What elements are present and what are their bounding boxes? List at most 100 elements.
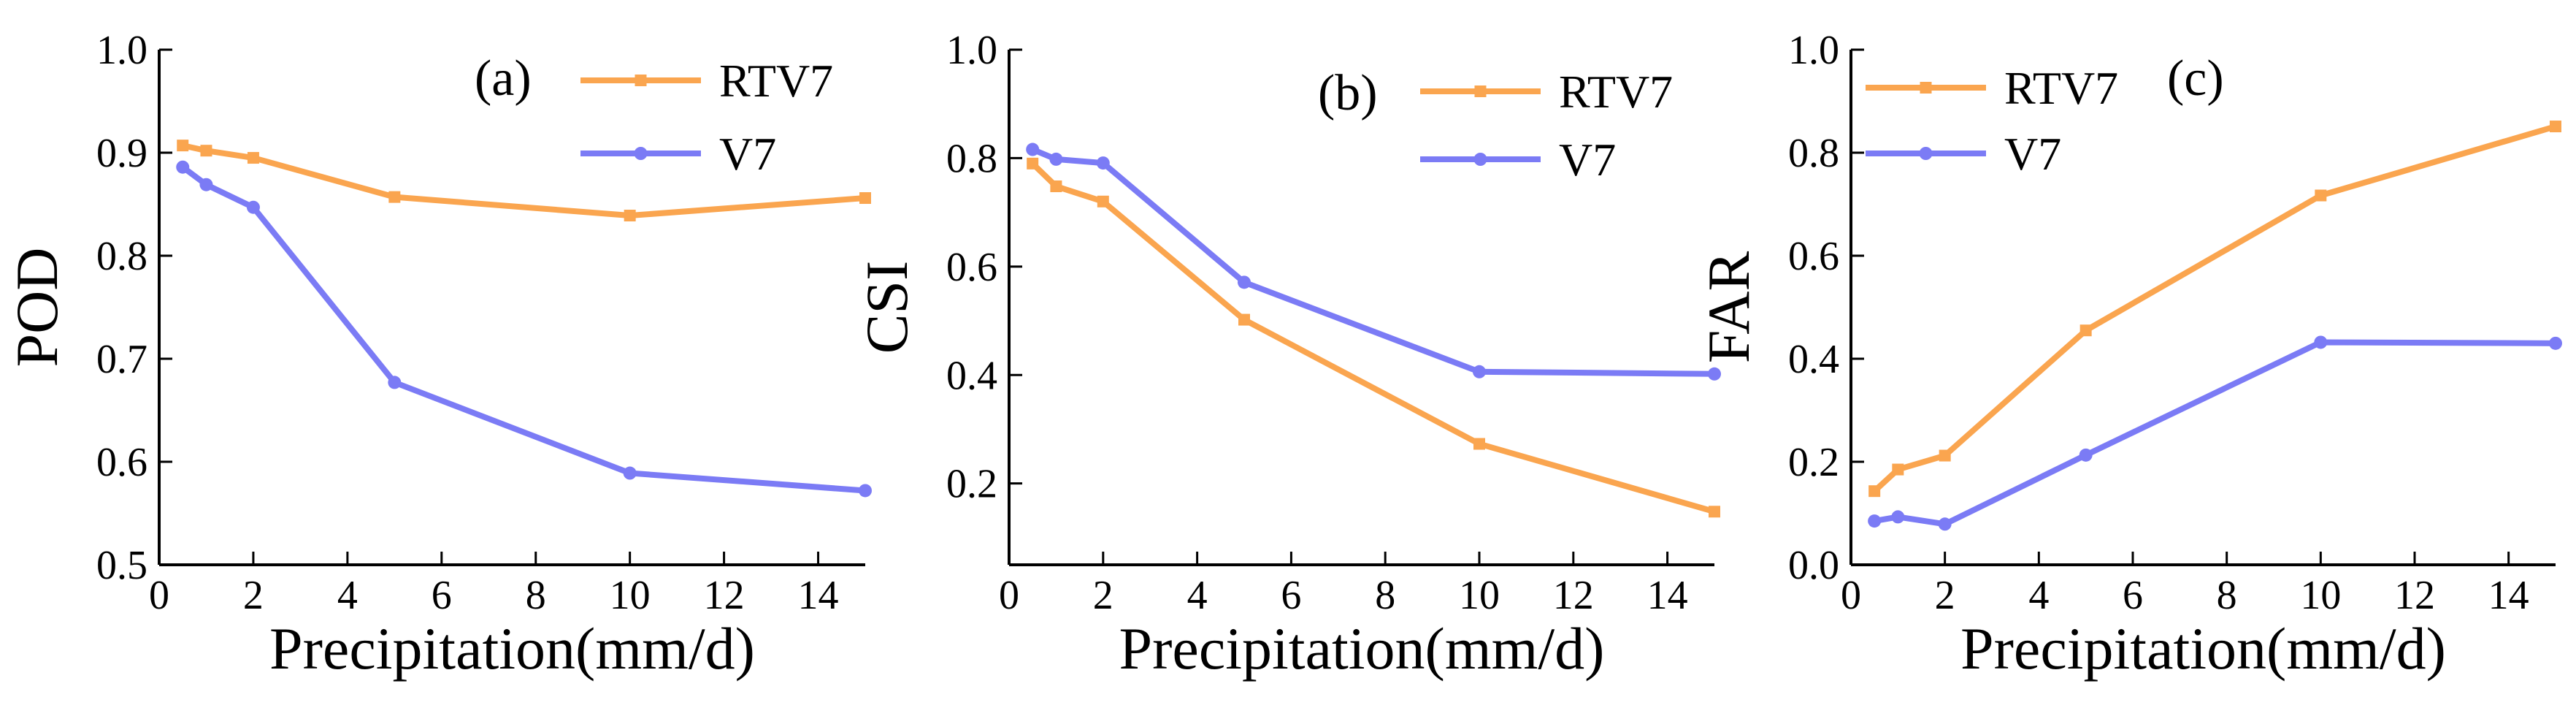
legend-marker-rtv7: [1920, 82, 1932, 94]
x-tick-label: 8: [2217, 573, 2237, 618]
y-axis-title: POD: [4, 247, 70, 367]
x-axis-title: Precipitation(mm/d): [1119, 615, 1605, 682]
legend-label-v7: V7: [2004, 128, 2061, 180]
data-point-v7: [859, 484, 872, 498]
y-tick-label: 0.9: [96, 131, 147, 176]
panel-b: 0 2 4 6 8 10 12 14 0.2 0.4 0.6 0.8 1.0 Precipitation(…: [854, 28, 1721, 682]
x-tick-label: 0: [999, 573, 1019, 618]
y-tick-label: 1.0: [946, 28, 997, 73]
x-tick-label: 8: [526, 573, 546, 618]
data-point-rtv7: [177, 140, 189, 152]
y-tick-label: 0.6: [96, 440, 147, 485]
x-tick-label: 8: [1375, 573, 1395, 618]
y-tick-label: 0.8: [1788, 131, 1839, 176]
data-point-v7: [1096, 156, 1110, 170]
legend-label-v7: V7: [719, 128, 776, 180]
y-axis-title: FAR: [1695, 251, 1762, 363]
data-point-rtv7: [247, 152, 259, 164]
data-point-v7: [1868, 514, 1882, 528]
x-tick-label: 10: [2300, 573, 2341, 618]
data-point-v7: [199, 178, 213, 191]
x-tick-label: 2: [1935, 573, 1955, 618]
panel-label: (b): [1318, 65, 1378, 121]
legend-label-rtv7: RTV7: [1559, 66, 1673, 118]
legend-marker-v7: [634, 147, 648, 160]
data-point-v7: [2549, 336, 2562, 350]
y-axis-title: CSI: [854, 261, 920, 354]
panel-a: 0 2 4 6 8 10 12 14 0.5 0.6 0.7 0.8 0.9 1.0 Precipitati…: [4, 28, 872, 682]
y-tick-label: 0.5: [96, 543, 147, 588]
series-line-v7: [180, 164, 866, 494]
series-line-rtv7: [1872, 123, 2557, 494]
y-tick-label: 1.0: [96, 28, 147, 73]
y-tick-label: 0.8: [946, 136, 997, 181]
data-point-v7: [176, 160, 190, 174]
x-tick-label: 14: [798, 573, 839, 618]
x-tick-label: 12: [1553, 573, 1594, 618]
y-tick-label: 0.6: [1788, 234, 1839, 279]
data-point-rtv7: [2079, 324, 2092, 337]
data-point-v7: [2079, 448, 2093, 462]
panel-label: (a): [475, 50, 532, 107]
data-point-v7: [388, 376, 402, 389]
series-line-rtv7: [1030, 161, 1716, 515]
x-axis-title: Precipitation(mm/d): [1960, 615, 2446, 682]
data-point-v7: [1238, 275, 1251, 289]
data-point-rtv7: [1473, 438, 1485, 450]
legend-label-rtv7: RTV7: [2004, 62, 2118, 114]
data-point-v7: [1026, 142, 1040, 156]
data-point-rtv7: [624, 210, 636, 222]
data-point-rtv7: [1709, 506, 1720, 518]
x-tick-label: 12: [704, 573, 745, 618]
x-tick-label: 2: [243, 573, 264, 618]
data-point-rtv7: [1238, 313, 1250, 326]
series-line-v7: [1874, 339, 2556, 528]
data-point-rtv7: [1027, 157, 1039, 170]
y-tick-label: 0.2: [946, 462, 997, 507]
data-point-rtv7: [388, 191, 401, 203]
panel-c: 0 2 4 6 8 10 12 14 0.0 0.2 0.4 0.6 0.8 1.0 Precipitati…: [1695, 28, 2562, 682]
data-point-v7: [1708, 367, 1721, 381]
y-tick-label: 0.6: [946, 245, 997, 290]
x-tick-label: 14: [1647, 573, 1688, 618]
legend-marker-rtv7: [1474, 85, 1487, 97]
x-tick-label: 10: [610, 573, 651, 618]
y-tick-label: 0.2: [1788, 440, 1839, 485]
x-tick-label: 10: [1459, 573, 1500, 618]
data-point-rtv7: [2315, 189, 2327, 202]
data-point-v7: [1891, 510, 1905, 524]
data-point-rtv7: [859, 192, 871, 205]
y-tick-label: 0.4: [946, 353, 997, 398]
data-point-v7: [623, 466, 637, 480]
data-point-rtv7: [1892, 463, 1904, 476]
y-tick-label: 0.0: [1788, 543, 1839, 588]
x-tick-label: 6: [432, 573, 452, 618]
data-point-rtv7: [1097, 195, 1109, 208]
data-point-v7: [1473, 365, 1486, 378]
legend-marker-v7: [1919, 147, 1933, 160]
x-tick-label: 6: [1281, 573, 1301, 618]
y-tick-label: 0.7: [96, 337, 147, 382]
data-point-v7: [246, 200, 260, 214]
x-axis-title: Precipitation(mm/d): [269, 615, 755, 682]
x-tick-label: 4: [1187, 573, 1208, 618]
legend-marker-v7: [1473, 153, 1487, 166]
y-tick-label: 1.0: [1788, 28, 1839, 73]
data-point-rtv7: [1050, 180, 1062, 193]
data-point-v7: [1938, 517, 1952, 531]
x-tick-label: 4: [2028, 573, 2049, 618]
data-point-v7: [1049, 152, 1063, 166]
panel-label: (c): [2167, 50, 2224, 107]
legend-label-v7: V7: [1559, 134, 1616, 186]
data-point-rtv7: [1939, 449, 1951, 462]
x-tick-label: 12: [2394, 573, 2435, 618]
data-point-rtv7: [1868, 485, 1881, 498]
x-tick-label: 2: [1093, 573, 1113, 618]
x-tick-label: 4: [337, 573, 358, 618]
legend-marker-rtv7: [635, 75, 647, 86]
x-tick-label: 0: [1841, 573, 1861, 618]
x-tick-label: 14: [2488, 573, 2529, 618]
x-tick-label: 6: [2123, 573, 2143, 618]
